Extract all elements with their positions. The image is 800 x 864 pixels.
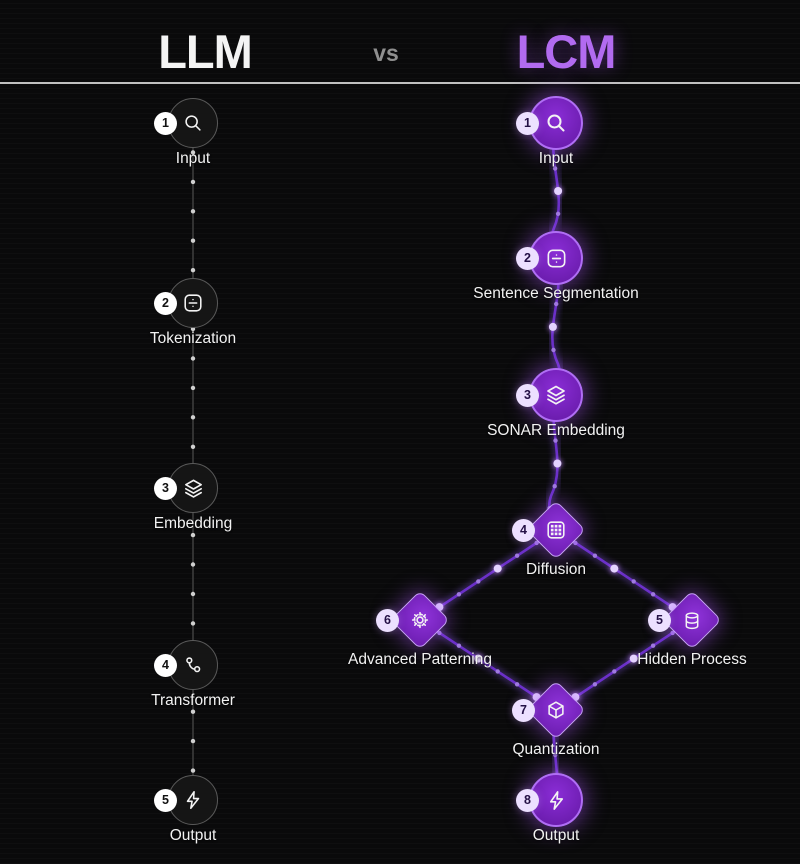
node-label: Quantization — [512, 741, 600, 758]
llm-title: LLM — [158, 25, 253, 78]
connector-dot — [190, 621, 196, 626]
step-badge: 5 — [154, 788, 177, 812]
vs-label: vs — [373, 40, 399, 66]
connector-dot — [493, 564, 502, 573]
lightning-icon — [186, 790, 200, 810]
connector-dot — [610, 564, 619, 573]
connector-dot — [190, 356, 196, 361]
node-label: Sentence Segmentation — [473, 285, 639, 302]
node-label: Embedding — [153, 515, 233, 532]
connector-dot — [495, 669, 500, 674]
node-label: Advanced Patterning — [348, 651, 492, 668]
step-badge: 7 — [512, 698, 535, 722]
node-label: Hidden Process — [637, 651, 747, 668]
connector-dot — [190, 209, 196, 214]
connector-dot — [190, 591, 196, 597]
connector-dot — [592, 553, 598, 558]
step-badge: 2 — [516, 246, 539, 270]
node-shape — [662, 590, 722, 650]
step-badge: 1 — [516, 111, 539, 135]
connector-dot — [190, 238, 196, 243]
step-badge: 3 — [516, 383, 539, 407]
node-label: Input — [175, 150, 211, 167]
connector-dot — [514, 682, 520, 687]
node-label: Output — [532, 827, 580, 844]
connector-dot — [553, 459, 562, 468]
connector-dot — [551, 347, 556, 353]
connector-dot — [552, 484, 557, 489]
node-label: Output — [169, 827, 217, 844]
gear-icon — [411, 611, 429, 629]
connector-dot — [650, 643, 656, 648]
step-badge: 4 — [512, 518, 535, 542]
workflow-icon — [186, 657, 201, 673]
connector-dot — [190, 709, 196, 714]
connector-dot — [612, 669, 617, 674]
connector-dot — [514, 553, 520, 558]
node-label: Transformer — [151, 692, 235, 709]
connector-dot — [190, 738, 196, 744]
connector-dot — [190, 268, 196, 273]
connector-dot — [631, 579, 636, 584]
step-badge: 6 — [376, 608, 399, 632]
step-badge: 4 — [154, 653, 177, 677]
connector-dot — [456, 592, 462, 597]
node-shape — [529, 368, 583, 422]
connector-dot — [555, 211, 561, 216]
layers-icon — [184, 479, 202, 498]
header: LLM vs LCM — [0, 0, 800, 84]
connector-dot — [190, 444, 196, 449]
node-shape — [526, 500, 586, 560]
connector-dot — [548, 322, 557, 331]
search-icon — [185, 115, 201, 131]
step-badge: 1 — [154, 111, 177, 135]
node-label: Tokenization — [149, 330, 237, 347]
connector-dot — [190, 385, 196, 391]
connector-dot — [554, 187, 563, 195]
node-shape — [526, 680, 586, 740]
database-icon — [685, 611, 699, 629]
connector-dot — [190, 562, 196, 567]
connector-dot — [456, 643, 462, 648]
node-label: SONAR Embedding — [487, 422, 625, 439]
lightning-icon — [549, 790, 563, 810]
divide-square-icon — [184, 294, 202, 312]
connector-dot — [592, 682, 598, 687]
connector-dot — [476, 579, 481, 584]
connector-dot — [190, 768, 196, 773]
step-badge: 3 — [154, 476, 177, 500]
step-badge: 8 — [516, 788, 539, 812]
connector-dot — [650, 592, 656, 597]
grid-icon — [547, 521, 565, 539]
cube-icon — [548, 701, 564, 719]
connector-dot — [190, 415, 196, 420]
lcm-title: LCM — [516, 25, 617, 78]
layers-icon — [547, 385, 565, 405]
connector-dot — [190, 532, 196, 538]
node-label: Diffusion — [525, 561, 587, 578]
step-badge: 2 — [154, 291, 177, 315]
connector-dot — [190, 179, 196, 185]
node-shape — [390, 590, 450, 650]
node-label: Input — [538, 150, 574, 167]
search-icon — [547, 114, 565, 132]
step-badge: 5 — [648, 608, 671, 632]
divide-square-icon — [547, 249, 565, 267]
